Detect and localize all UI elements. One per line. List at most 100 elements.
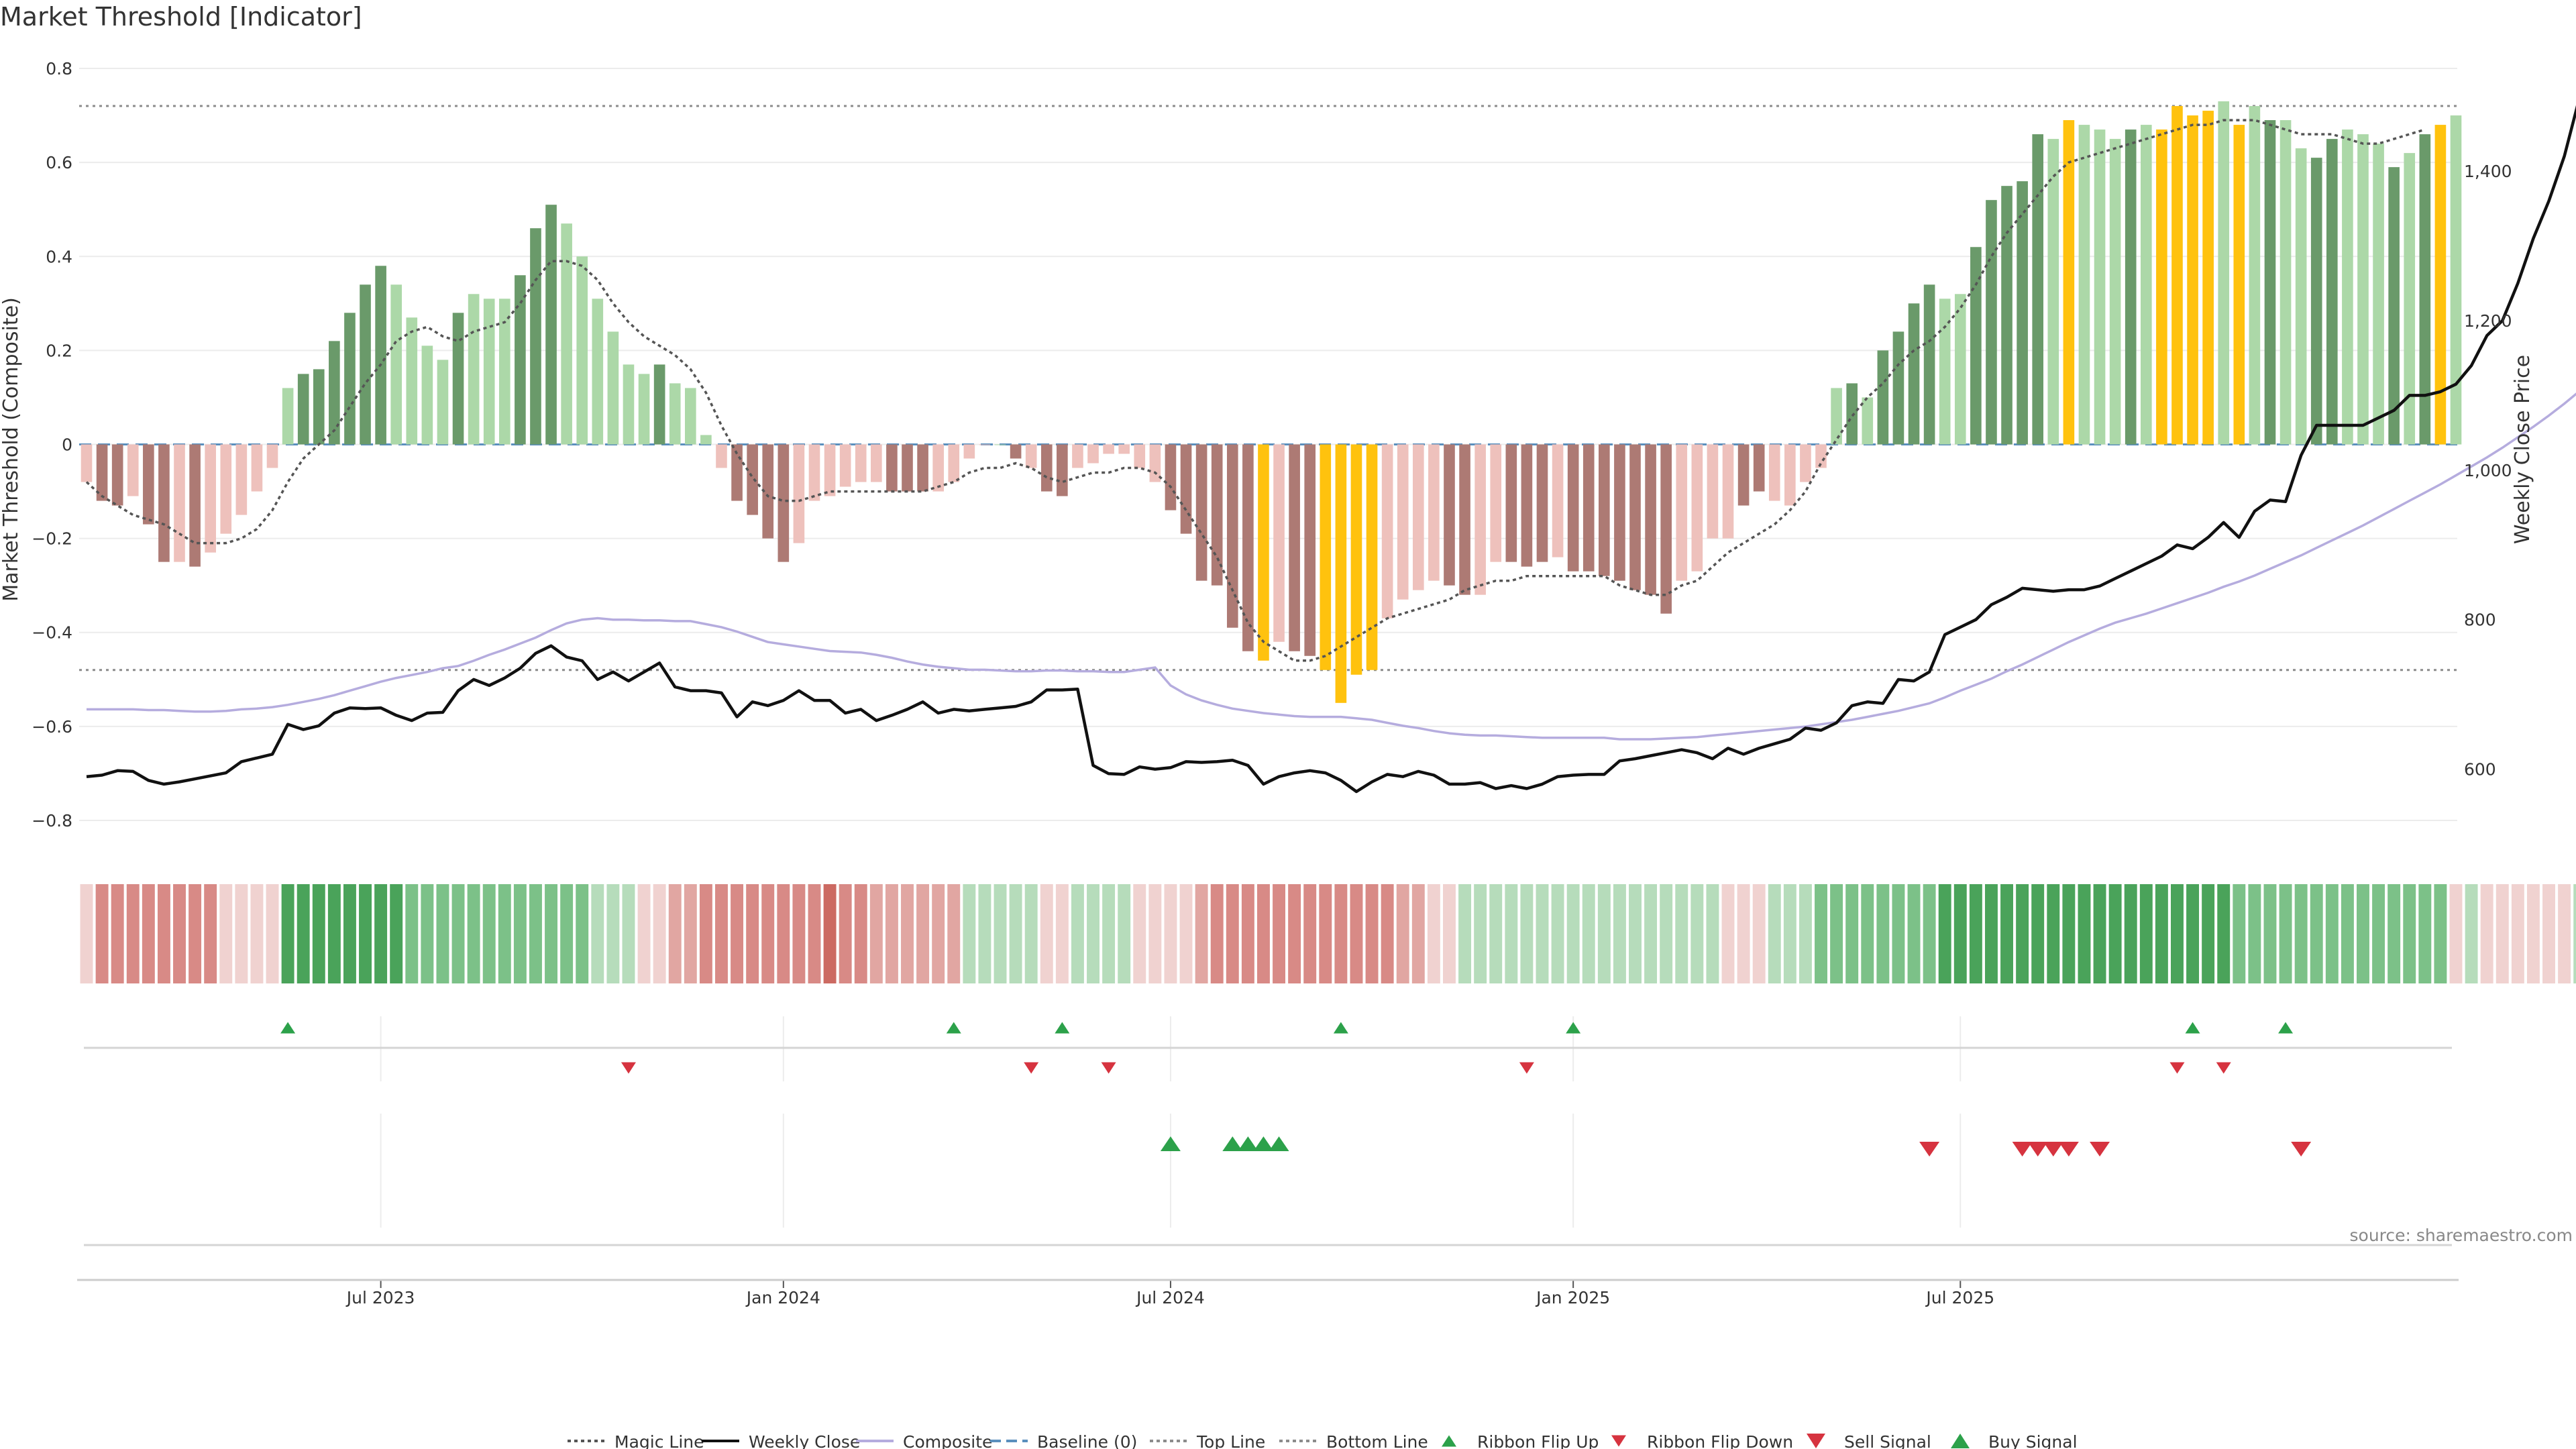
ribbon-cell xyxy=(467,884,480,983)
sell-signal-marker xyxy=(2027,1142,2048,1157)
composite-bar xyxy=(1289,444,1300,651)
ribbon-cell xyxy=(390,884,403,983)
ribbon-cell xyxy=(823,884,837,983)
ribbon-cell xyxy=(2171,884,2184,983)
composite-bar xyxy=(2404,153,2416,445)
composite-bar xyxy=(1567,444,1579,572)
composite-bar xyxy=(793,444,805,543)
ribbon-cell xyxy=(978,884,991,983)
ribbon-cell xyxy=(2372,884,2385,983)
legend-swatch xyxy=(1951,1434,1970,1448)
ribbon-cell xyxy=(2434,884,2447,983)
source-credit: source: sharemaestro.com xyxy=(2350,1226,2573,1245)
ribbon-cell xyxy=(1118,884,1131,983)
composite-bar xyxy=(2017,181,2028,445)
composite-bar xyxy=(886,444,898,492)
y2-tick-label: 1,400 xyxy=(2464,162,2512,181)
composite-bar xyxy=(1057,444,1068,496)
composite-bar xyxy=(2171,106,2183,445)
ribbon-cell xyxy=(1443,884,1456,983)
signal-markers xyxy=(280,1022,2312,1157)
composite-bar xyxy=(251,444,263,492)
composite-bar xyxy=(390,284,402,445)
composite-bar xyxy=(545,205,557,445)
ribbon-cell xyxy=(1613,884,1626,983)
composite-bar xyxy=(1025,444,1037,468)
ribbon-cell xyxy=(343,884,356,983)
ribbon-cell xyxy=(1210,884,1224,983)
composite-bar xyxy=(1505,444,1517,562)
ribbon-cell xyxy=(560,884,574,983)
ribbon-flip-up-marker xyxy=(2278,1022,2294,1034)
composite-bar xyxy=(2450,115,2462,445)
composite-bar xyxy=(1459,444,1470,595)
ribbon-cell xyxy=(2202,884,2215,983)
ribbon-cell xyxy=(699,884,712,983)
ribbon-cell xyxy=(746,884,759,983)
composite-bar xyxy=(855,444,867,482)
composite-bar xyxy=(1645,444,1656,595)
composite-bar xyxy=(1536,444,1548,562)
x-tick-label: Jan 2025 xyxy=(1535,1288,1610,1307)
ribbon-cell xyxy=(839,884,852,983)
composite-bar xyxy=(623,364,635,445)
ribbon-cell xyxy=(266,884,279,983)
ribbon-cell xyxy=(2511,884,2524,983)
composite-bar xyxy=(266,444,278,468)
buy-signal-marker xyxy=(1238,1136,1258,1151)
composite-bar xyxy=(824,444,836,496)
composite-bar xyxy=(808,444,820,501)
ribbon-cell xyxy=(2263,884,2277,983)
composite-bar xyxy=(762,444,774,539)
composite-bar xyxy=(653,364,665,445)
composite-bar xyxy=(607,331,619,445)
buy-signal-marker xyxy=(1269,1136,1289,1151)
legend-label: Ribbon Flip Down xyxy=(1647,1432,1793,1449)
ribbon-cell xyxy=(2526,884,2540,983)
composite-bar xyxy=(452,313,464,445)
ribbon-cell xyxy=(731,884,744,983)
ribbon-cell xyxy=(1427,884,1440,983)
ribbon-flip-down-marker xyxy=(2216,1062,2231,1074)
ribbon-cell xyxy=(498,884,511,983)
legend-item: Sell Signal xyxy=(1807,1432,1931,1449)
composite-bar xyxy=(80,444,93,482)
chart-title: Market Threshold [Indicator] xyxy=(0,2,362,32)
composite-bar xyxy=(1800,444,1811,482)
composite-bar xyxy=(638,374,650,445)
ribbon-cell xyxy=(2217,884,2231,983)
ribbon-cell xyxy=(994,884,1007,983)
composite-bar xyxy=(1350,444,1362,675)
ribbon-cell xyxy=(2496,884,2509,983)
sell-signal-marker xyxy=(2291,1142,2312,1157)
weekly-close-line xyxy=(86,105,2576,794)
ribbon-cell xyxy=(2124,884,2137,983)
ribbon-cell xyxy=(327,884,341,983)
composite-bar xyxy=(948,444,960,482)
ribbon-cell xyxy=(901,884,914,983)
composite-bar xyxy=(483,299,495,445)
composite-bar xyxy=(1582,444,1595,572)
composite-bar xyxy=(1211,444,1223,586)
composite-bar xyxy=(1768,444,1780,501)
composite-bar xyxy=(515,275,526,445)
ribbon-cell xyxy=(95,884,109,983)
composite-bar xyxy=(111,444,123,506)
composite-bar xyxy=(2140,125,2152,445)
ribbon-cell xyxy=(1009,884,1022,983)
composite-bar xyxy=(1737,444,1750,506)
ribbon-cell xyxy=(2031,884,2045,983)
ribbon-cell xyxy=(684,884,697,983)
ribbon-cell xyxy=(513,884,527,983)
composite-bar xyxy=(902,444,913,492)
composite-bar xyxy=(1846,383,1858,445)
ribbon-cell xyxy=(885,884,898,983)
composite-bar xyxy=(344,313,356,445)
composite-bar xyxy=(1180,444,1192,534)
ribbon-cell xyxy=(1969,884,1982,983)
ribbon-cell xyxy=(2279,884,2292,983)
composite-bar xyxy=(1320,444,1332,670)
composite-bar xyxy=(437,360,449,445)
composite-bar xyxy=(2218,101,2230,445)
